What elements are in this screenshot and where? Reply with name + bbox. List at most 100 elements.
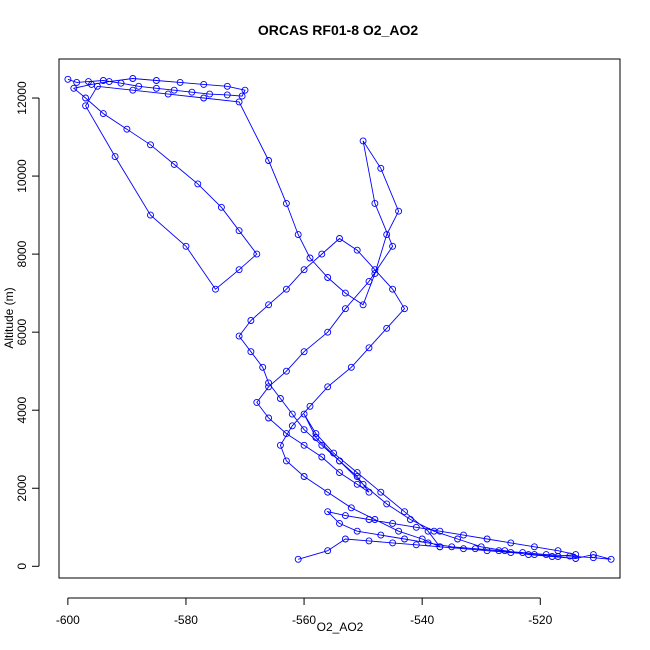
x-axis-label: O2_AO2	[317, 620, 364, 634]
data-point	[253, 398, 261, 406]
data-point	[152, 84, 160, 92]
data-point	[265, 301, 273, 309]
data-point	[395, 207, 403, 215]
data-point	[589, 554, 597, 562]
y-tick-label: 12000	[15, 81, 29, 115]
y-tick-label: 4000	[15, 397, 29, 424]
data-point	[223, 82, 231, 90]
data-point	[341, 289, 349, 297]
data-point	[542, 551, 550, 559]
data-point	[347, 363, 355, 371]
data-point	[241, 86, 249, 94]
data-point	[324, 328, 332, 336]
data-point	[318, 441, 326, 449]
data-point	[607, 555, 615, 563]
data-point	[247, 317, 255, 324]
y-tick-label: 10000	[15, 159, 29, 193]
data-point	[483, 547, 491, 555]
data-point	[359, 480, 367, 488]
data-point	[235, 227, 243, 235]
data-point	[483, 535, 491, 543]
data-point	[82, 94, 90, 102]
data-point	[300, 441, 308, 449]
y-tick-label: 6000	[15, 318, 29, 345]
data-point	[359, 137, 367, 145]
data-point	[572, 551, 580, 559]
data-point	[282, 367, 290, 375]
data-point	[288, 422, 296, 430]
data-point	[471, 545, 479, 553]
data-point	[341, 305, 349, 313]
data-point	[235, 98, 243, 106]
data-point	[99, 110, 107, 118]
data-point	[412, 523, 420, 531]
data-point	[235, 332, 243, 340]
data-point	[401, 305, 408, 313]
data-point	[341, 512, 349, 520]
data-point	[395, 527, 403, 535]
data-point	[265, 379, 273, 387]
data-point	[253, 250, 261, 258]
data-point	[276, 395, 284, 402]
data-point	[530, 543, 538, 551]
plot-frame	[58, 58, 621, 579]
data-point	[176, 78, 184, 86]
data-point	[152, 77, 160, 84]
y-axis-label: Altitude (m)	[2, 287, 16, 348]
data-point	[519, 549, 527, 557]
data-point	[371, 270, 379, 278]
data-point	[265, 383, 273, 391]
data-point	[336, 235, 343, 242]
data-point	[324, 508, 332, 516]
data-point	[389, 519, 397, 527]
data-point	[129, 86, 137, 94]
data-point	[383, 231, 391, 239]
data-point	[212, 285, 219, 293]
y-tick-label: 0	[15, 563, 29, 570]
data-point	[93, 82, 101, 90]
series-line	[67, 78, 612, 560]
data-point	[111, 153, 119, 161]
data-point	[206, 90, 214, 98]
data-point	[371, 266, 379, 274]
data-point	[82, 102, 90, 110]
data-point	[182, 242, 190, 250]
data-point	[73, 78, 81, 86]
data-point	[312, 434, 320, 441]
data-point	[324, 488, 332, 496]
data-point	[70, 84, 78, 92]
data-point	[353, 473, 361, 480]
data-point	[147, 211, 154, 219]
data-point	[477, 543, 485, 551]
data-point	[223, 91, 231, 99]
data-point	[164, 90, 172, 98]
data-point	[312, 430, 320, 438]
data-point	[383, 500, 391, 508]
data-point	[235, 266, 243, 274]
data-point	[418, 535, 426, 543]
data-point	[336, 457, 343, 465]
data-point	[365, 488, 373, 496]
data-point	[389, 285, 397, 293]
data-point	[353, 527, 361, 535]
data-point	[265, 414, 273, 422]
data-point	[377, 164, 385, 172]
data-point	[324, 274, 332, 281]
data-point	[554, 553, 562, 560]
data-point	[401, 535, 408, 543]
data-point	[589, 551, 597, 559]
y-tick-label: 8000	[15, 240, 29, 267]
data-point	[365, 344, 373, 352]
data-point	[147, 141, 154, 149]
data-point	[300, 473, 308, 480]
data-point	[371, 199, 379, 207]
data-point	[117, 79, 125, 87]
x-tick-label: -600	[56, 613, 80, 627]
data-point	[406, 516, 414, 523]
data-point	[424, 539, 432, 547]
data-point	[194, 180, 202, 188]
data-point	[123, 125, 131, 133]
data-point	[324, 383, 332, 391]
data-point	[359, 301, 367, 309]
data-point	[336, 519, 343, 527]
